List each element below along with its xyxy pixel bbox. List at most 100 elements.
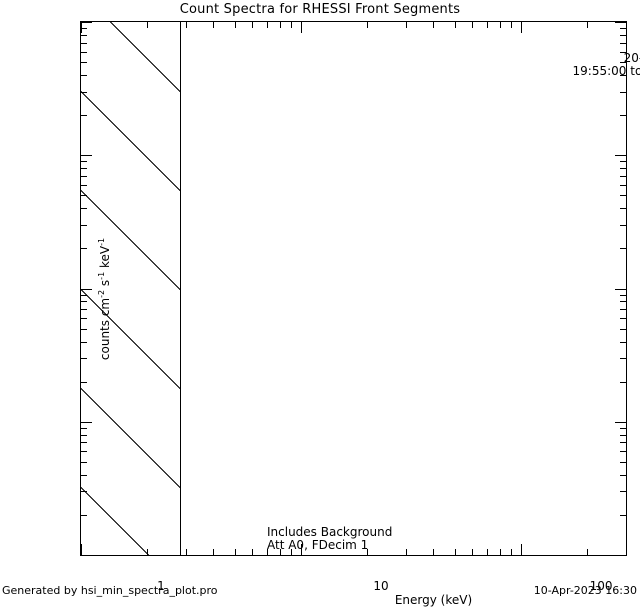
y-tick-right-0.9	[620, 161, 626, 163]
x-tick-top-10	[301, 22, 302, 33]
y-tick-right-0.008	[620, 434, 626, 436]
y-tick-0.1	[81, 288, 92, 290]
x-tick-60	[472, 549, 474, 555]
y-tick-right-0.005	[620, 461, 626, 463]
x-tick-5	[234, 549, 236, 555]
y-tick-2	[81, 115, 87, 117]
y-tick-3	[81, 91, 87, 93]
y-tick-0.009000000000000001	[81, 427, 87, 429]
hatched-excluded-region	[81, 22, 182, 555]
legend-entry-list: 1F2F3F4F5F6F7F8F9F	[511, 79, 640, 187]
legend-entry-5f: 5F	[511, 127, 640, 139]
x-tick-top-70	[486, 22, 488, 28]
y-tick-right-0.01	[615, 421, 626, 423]
y-tick-1	[81, 155, 92, 157]
x-tick-9	[290, 549, 292, 555]
y-tick-8	[81, 34, 87, 36]
x-tick-8	[279, 549, 281, 555]
y-tick-right-4	[620, 75, 626, 77]
y-tick-right-0.07	[620, 309, 626, 311]
legend-entry-2f: 2F	[511, 91, 640, 103]
legend-time-range: 19:55:00 to 19:56:00	[572, 64, 640, 78]
y-tick-0.6000000000000001	[81, 184, 87, 186]
y-tick-right-10	[615, 22, 626, 23]
x-tick-40	[433, 549, 435, 555]
y-tick-right-7	[620, 42, 626, 44]
legend-entry-9f: 9F	[511, 175, 640, 187]
legend-entry-4f: 4F	[511, 115, 640, 127]
y-axis-title: counts cm-2 s-1 keV-1	[97, 169, 112, 429]
x-tick-top-8	[279, 22, 281, 28]
y-tick-0.002	[81, 514, 87, 516]
y-tick-0.9	[81, 161, 87, 163]
y-axis-title-exp-3: -1	[97, 237, 106, 246]
x-tick-1	[81, 544, 82, 555]
y-tick-6	[81, 51, 87, 53]
x-tick-100	[521, 544, 523, 555]
y-tick-right-0.002	[620, 514, 626, 516]
y-tick-right-0.6000000000000001	[620, 184, 626, 186]
y-tick-0.09	[81, 294, 87, 296]
x-tick-top-2	[147, 22, 149, 28]
hatch-pattern-fill	[81, 22, 182, 555]
y-tick-right-0.006	[620, 451, 626, 453]
y-tick-0.06	[81, 318, 87, 320]
y-tick-0.2	[81, 248, 87, 250]
x-tick-top-20	[367, 22, 369, 28]
x-tick-10	[301, 544, 302, 555]
y-tick-0.02	[81, 381, 87, 383]
y-tick-right-0.003	[620, 491, 626, 493]
y-tick-right-1	[615, 155, 626, 157]
x-tick-3	[185, 549, 187, 555]
y-tick-right-0.03	[620, 358, 626, 360]
y-tick-0.5	[81, 195, 87, 197]
y-tick-0.04	[81, 341, 87, 343]
y-tick-0.006	[81, 451, 87, 453]
x-tick-20	[367, 549, 369, 555]
x-tick-top-1	[81, 22, 82, 33]
y-tick-right-2	[620, 115, 626, 117]
x-tick-top-50	[454, 22, 456, 28]
x-tick-top-60	[472, 22, 474, 28]
x-tick-top-100	[521, 22, 523, 33]
y-axis-title-part-1: counts cm	[98, 297, 112, 361]
legend-entry-7f: 7F	[511, 151, 640, 163]
y-tick-right-0.09	[620, 294, 626, 296]
y-tick-right-0.7000000000000001	[620, 175, 626, 177]
y-tick-0.003	[81, 491, 87, 493]
hatch-region-boundary-line	[180, 22, 182, 555]
y-tick-0.05	[81, 328, 87, 330]
x-tick-80	[499, 549, 501, 555]
page-title: Count Spectra for RHESSI Front Segments	[179, 2, 461, 17]
legend: 20-Mar-2007 19:55:00 to 19:56:00 1F2F3F4…	[511, 52, 640, 187]
y-tick-right-8	[620, 34, 626, 36]
y-tick-right-0.4	[620, 208, 626, 210]
y-tick-right-0.8	[620, 168, 626, 170]
y-axis-title-exp-2: -1	[97, 271, 106, 280]
x-tick-top-5	[234, 22, 236, 28]
y-tick-right-0.007	[620, 442, 626, 444]
y-tick-right-5	[620, 62, 626, 64]
y-tick-right-0.2	[620, 248, 626, 250]
legend-entry-8f: 8F	[511, 163, 640, 175]
y-tick-0.008	[81, 434, 87, 436]
annotation-attenuator-state: Att A0, FDecim 1	[267, 538, 369, 552]
y-tick-right-3	[620, 91, 626, 93]
x-tick-label-100: 100	[589, 579, 613, 593]
x-tick-top-80	[499, 22, 501, 28]
y-tick-right-0.02	[620, 381, 626, 383]
y-tick-right-0.06	[620, 318, 626, 320]
y-tick-0.007	[81, 442, 87, 444]
x-tick-top-9	[290, 22, 292, 28]
y-tick-right-0.30000000000000004	[620, 224, 626, 226]
y-tick-0.004	[81, 474, 87, 476]
y-tick-0.7000000000000001	[81, 175, 87, 177]
x-tick-top-90	[510, 22, 512, 28]
legend-date: 20-Mar-2007	[623, 51, 640, 65]
x-tick-top-40	[433, 22, 435, 28]
x-tick-top-7	[266, 22, 268, 28]
y-tick-right-0.04	[620, 341, 626, 343]
y-tick-4	[81, 75, 87, 77]
y-tick-right-0.08	[620, 301, 626, 303]
footer-generator-text: Generated by hsi_min_spectra_plot.pro	[2, 584, 218, 597]
